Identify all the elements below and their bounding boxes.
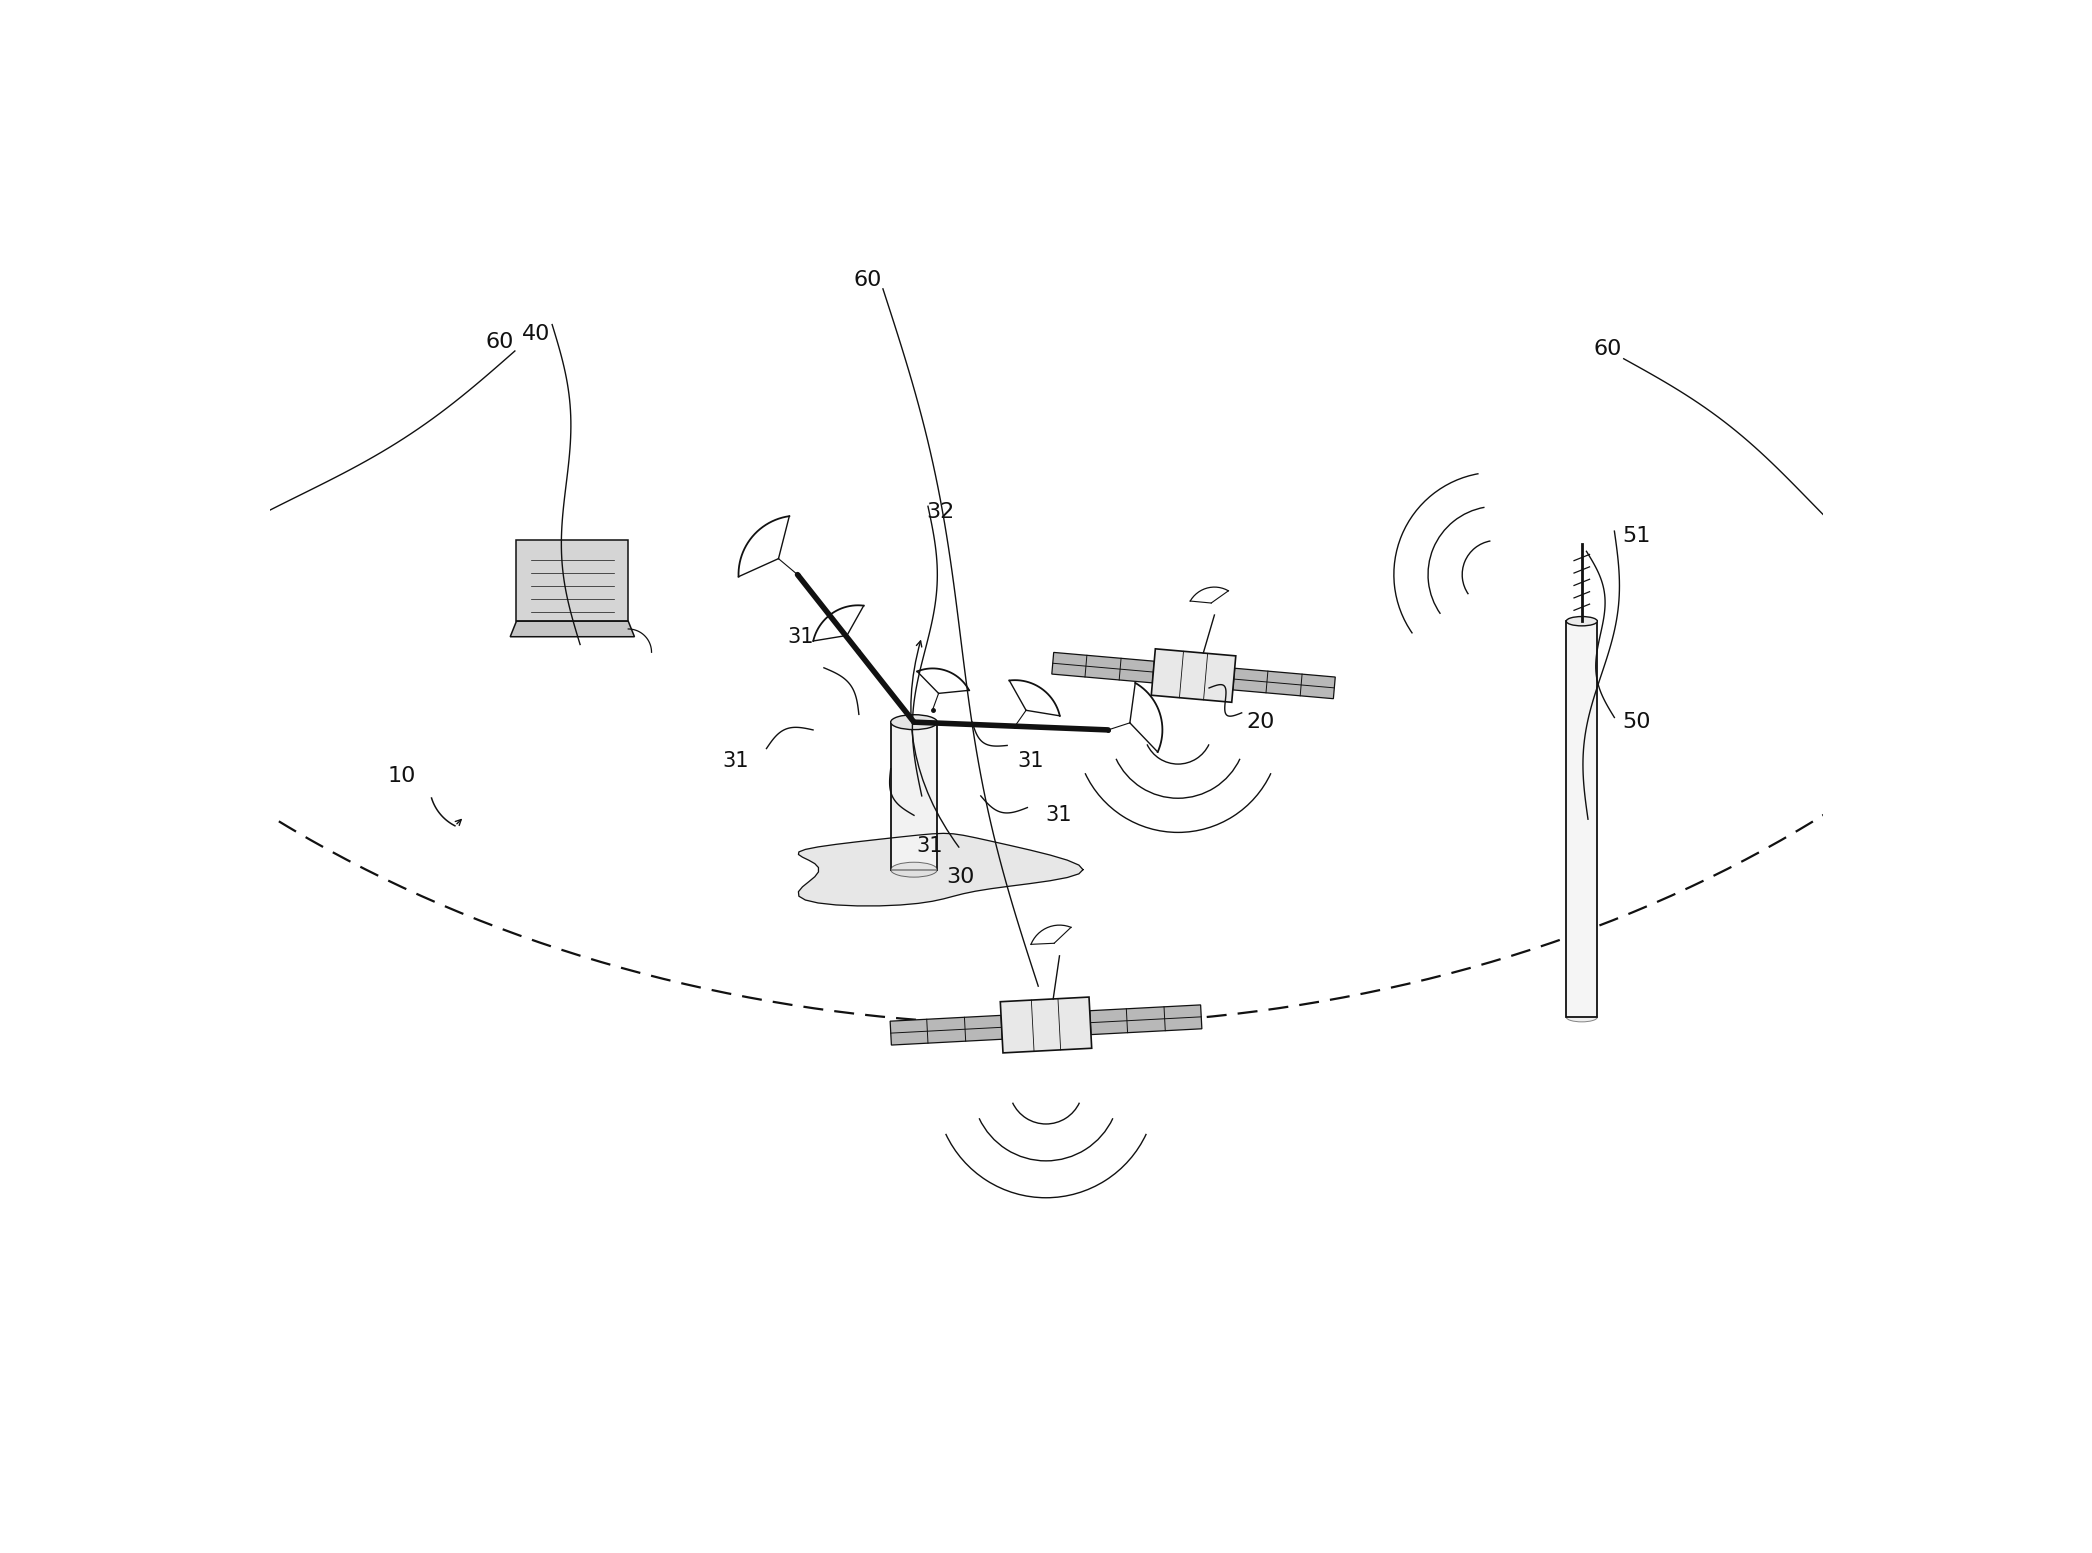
Polygon shape [517, 540, 628, 621]
Polygon shape [1052, 652, 1155, 683]
Polygon shape [1567, 621, 1598, 1017]
Text: 30: 30 [946, 868, 975, 887]
Polygon shape [1952, 644, 2050, 713]
Ellipse shape [1567, 617, 1598, 626]
Text: 50: 50 [1621, 713, 1651, 731]
Polygon shape [2042, 676, 2092, 722]
Text: 31: 31 [1046, 806, 1071, 825]
Text: 40: 40 [523, 325, 550, 343]
Polygon shape [42, 643, 140, 714]
Polygon shape [1090, 1005, 1203, 1034]
Text: 51: 51 [1621, 526, 1651, 545]
Polygon shape [1232, 668, 1335, 699]
Text: 60: 60 [854, 270, 881, 289]
Polygon shape [1000, 997, 1092, 1053]
Polygon shape [799, 834, 1084, 905]
Ellipse shape [891, 714, 937, 730]
Polygon shape [132, 627, 245, 679]
Text: 31: 31 [787, 627, 814, 646]
Text: 60: 60 [1594, 340, 1623, 359]
Polygon shape [1151, 649, 1236, 702]
Ellipse shape [891, 862, 937, 877]
Polygon shape [1845, 635, 1960, 682]
Polygon shape [510, 621, 634, 637]
Polygon shape [891, 722, 937, 870]
Text: 10: 10 [387, 767, 416, 786]
Text: 31: 31 [722, 752, 749, 770]
Polygon shape [0, 679, 52, 730]
Text: 31: 31 [916, 837, 943, 856]
Text: 31: 31 [1017, 752, 1044, 770]
Text: 32: 32 [927, 503, 954, 522]
Text: 60: 60 [485, 332, 513, 351]
Polygon shape [889, 1016, 1002, 1045]
Ellipse shape [1567, 1013, 1598, 1022]
Text: 20: 20 [1247, 713, 1274, 731]
